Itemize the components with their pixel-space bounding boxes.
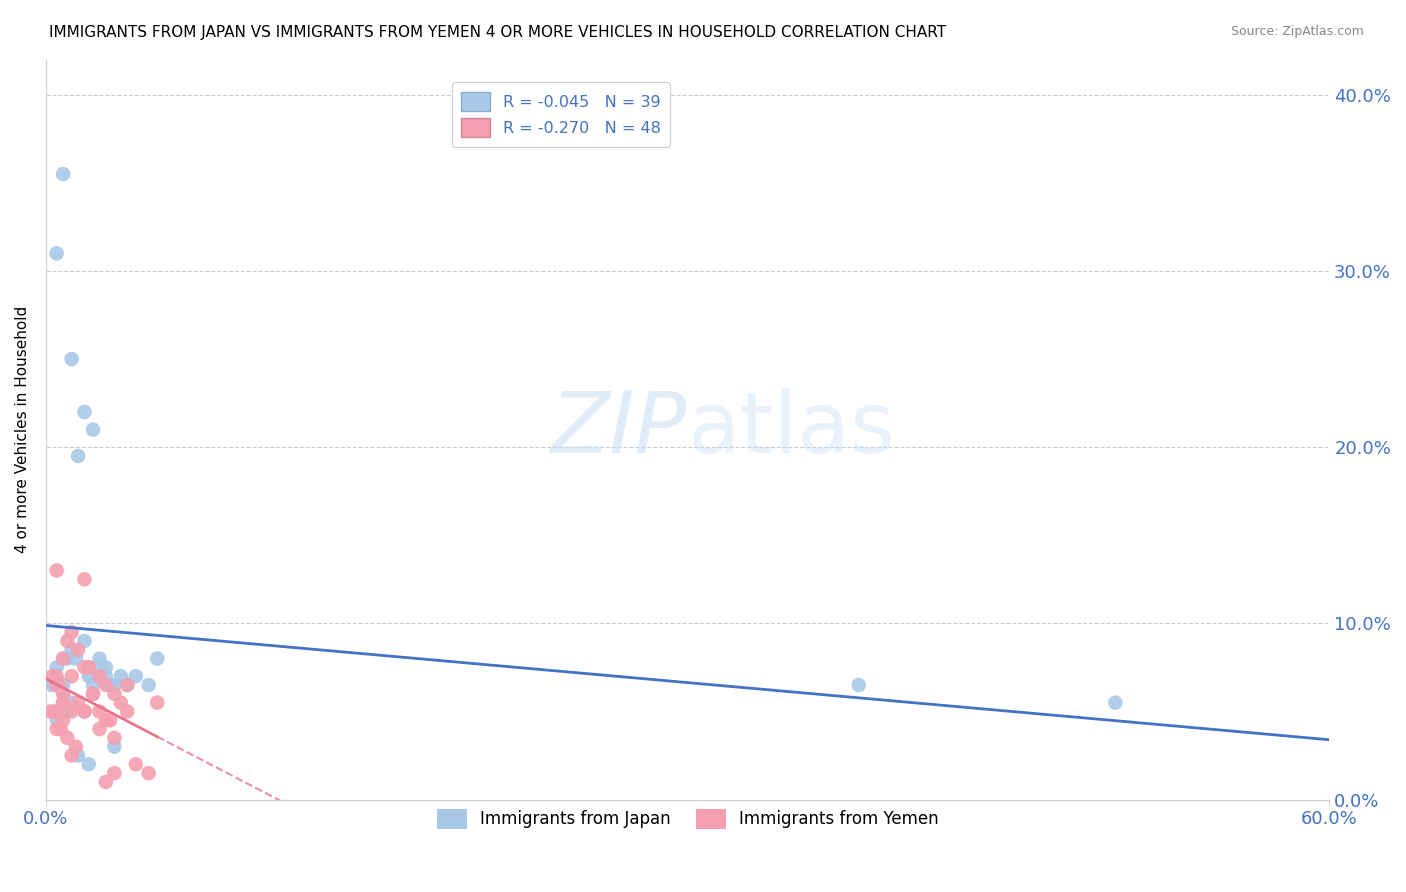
- Point: [67, 748, 90, 763]
- Point: [110, 669, 132, 683]
- Point: [82, 687, 104, 701]
- Point: [48, 678, 70, 692]
- Point: [44, 705, 66, 719]
- Text: Source: ZipAtlas.com: Source: ZipAtlas.com: [1230, 25, 1364, 38]
- Point: [1104, 696, 1126, 710]
- Point: [73, 634, 96, 648]
- Point: [103, 739, 125, 754]
- Point: [125, 669, 148, 683]
- Point: [45, 246, 67, 260]
- Point: [117, 678, 139, 692]
- Point: [146, 696, 169, 710]
- Point: [65, 651, 87, 665]
- Point: [39, 705, 62, 719]
- Point: [45, 678, 67, 692]
- Point: [103, 678, 125, 692]
- Point: [67, 449, 90, 463]
- Point: [89, 660, 111, 674]
- Text: IMMIGRANTS FROM JAPAN VS IMMIGRANTS FROM YEMEN 4 OR MORE VEHICLES IN HOUSEHOLD C: IMMIGRANTS FROM JAPAN VS IMMIGRANTS FROM…: [49, 25, 946, 40]
- Legend: Immigrants from Japan, Immigrants from Yemen: Immigrants from Japan, Immigrants from Y…: [430, 802, 945, 836]
- Point: [125, 757, 148, 772]
- Point: [60, 669, 83, 683]
- Point: [56, 731, 79, 745]
- Point: [146, 651, 169, 665]
- Point: [138, 678, 160, 692]
- Point: [77, 660, 100, 674]
- Point: [77, 757, 100, 772]
- Point: [52, 696, 75, 710]
- Point: [77, 660, 100, 674]
- Point: [103, 687, 125, 701]
- Point: [77, 669, 100, 683]
- Point: [67, 642, 90, 657]
- Point: [60, 352, 83, 367]
- Point: [65, 739, 87, 754]
- Point: [67, 696, 90, 710]
- Point: [94, 660, 117, 674]
- Point: [103, 731, 125, 745]
- Point: [60, 748, 83, 763]
- Point: [41, 678, 63, 692]
- Point: [49, 722, 72, 736]
- Point: [89, 669, 111, 683]
- Point: [45, 705, 67, 719]
- Point: [138, 766, 160, 780]
- Point: [52, 687, 75, 701]
- Point: [94, 669, 117, 683]
- Point: [98, 713, 121, 727]
- Point: [89, 669, 111, 683]
- Point: [73, 660, 96, 674]
- Point: [52, 696, 75, 710]
- Point: [848, 678, 870, 692]
- Point: [89, 705, 111, 719]
- Point: [82, 678, 104, 692]
- Point: [52, 678, 75, 692]
- Point: [52, 687, 75, 701]
- Text: atlas: atlas: [688, 388, 896, 471]
- Point: [82, 423, 104, 437]
- Point: [117, 705, 139, 719]
- Point: [73, 705, 96, 719]
- Point: [94, 713, 117, 727]
- Point: [60, 705, 83, 719]
- Text: ZIP: ZIP: [551, 388, 688, 471]
- Point: [73, 572, 96, 586]
- Point: [73, 405, 96, 419]
- Point: [117, 678, 139, 692]
- Point: [56, 634, 79, 648]
- Point: [103, 766, 125, 780]
- Point: [41, 669, 63, 683]
- Point: [45, 660, 67, 674]
- Point: [45, 678, 67, 692]
- Y-axis label: 4 or more Vehicles in Household: 4 or more Vehicles in Household: [15, 306, 30, 553]
- Point: [56, 651, 79, 665]
- Point: [60, 642, 83, 657]
- Point: [60, 696, 83, 710]
- Point: [45, 722, 67, 736]
- Point: [110, 696, 132, 710]
- Point: [89, 722, 111, 736]
- Point: [52, 713, 75, 727]
- Point: [45, 713, 67, 727]
- Point: [89, 651, 111, 665]
- Point: [52, 651, 75, 665]
- Point: [48, 678, 70, 692]
- Point: [45, 669, 67, 683]
- Point: [60, 625, 83, 640]
- Point: [52, 167, 75, 181]
- Point: [56, 705, 79, 719]
- Point: [94, 678, 117, 692]
- Point: [52, 651, 75, 665]
- Point: [73, 705, 96, 719]
- Point: [98, 678, 121, 692]
- Point: [45, 564, 67, 578]
- Point: [82, 687, 104, 701]
- Point: [94, 775, 117, 789]
